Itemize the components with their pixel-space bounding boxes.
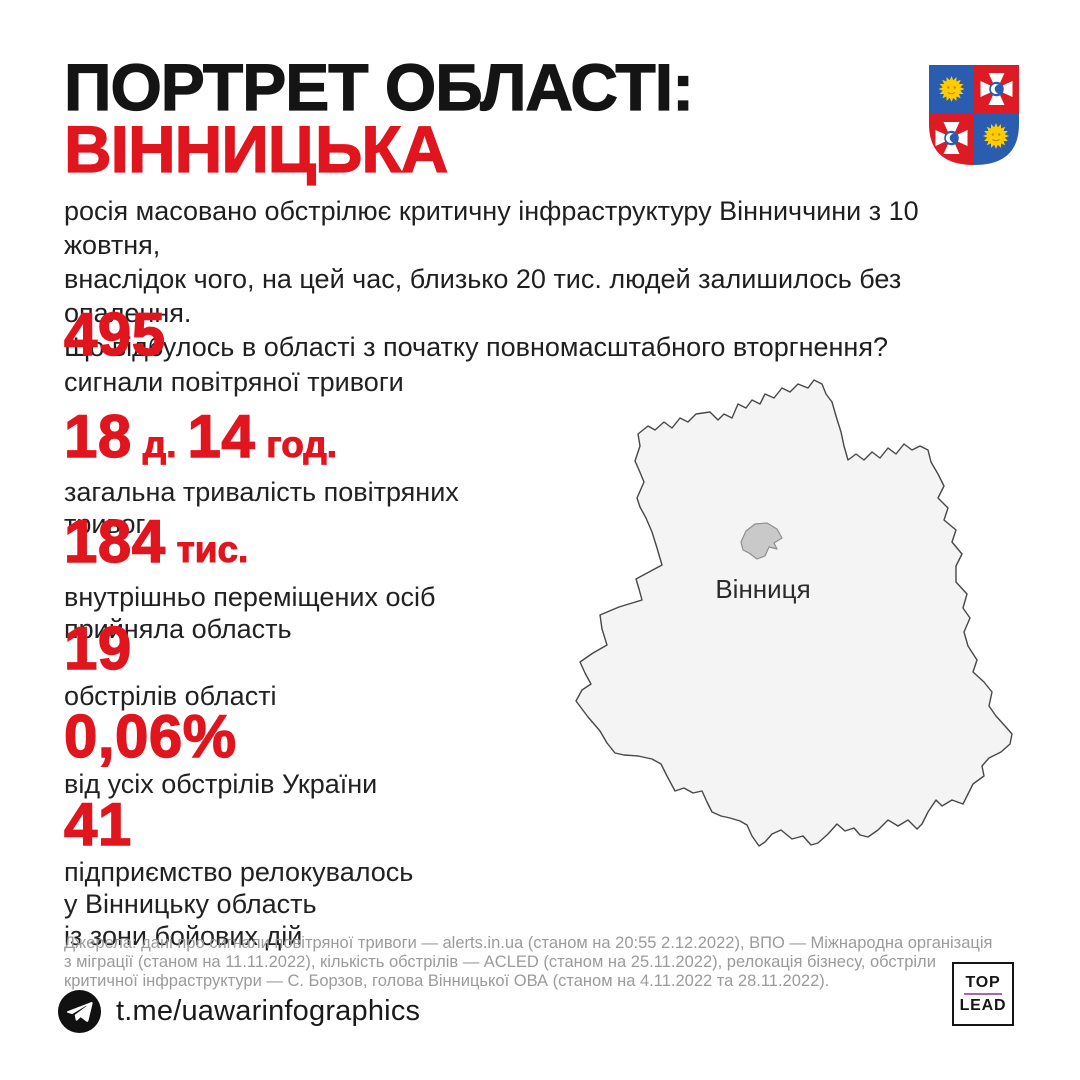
- cross-crescent-icon: [935, 122, 968, 154]
- stat-alert-duration: 18 д. 14 год. загальна тривалість повітр…: [63, 403, 534, 540]
- page-title: ПОРТРЕТ ОБЛАСТІ:: [63, 50, 694, 124]
- stat-relocated-businesses: 41 підприємство релокувалось у Вінницьку…: [63, 791, 534, 952]
- stat-label: внутрішньо переміщених осіб прийняла обл…: [64, 582, 436, 644]
- intro-text: росія масовано обстрілює критичну інфрас…: [64, 196, 919, 362]
- toplead-logo: TOP LEAD: [952, 962, 1014, 1026]
- toplead-logo-top: TOP: [965, 974, 1001, 991]
- stat-unit: д.: [142, 424, 177, 466]
- vinnytsia-oblast-map: Вінниця: [560, 372, 1040, 852]
- stat-value-row: 0,06%: [63, 703, 534, 770]
- stat-value-row: 495: [63, 301, 534, 368]
- page-subtitle-region: ВІННИЦЬКА: [63, 112, 449, 186]
- telegram-icon: [58, 990, 101, 1033]
- stat-value: 184: [63, 508, 166, 575]
- stat-value-row: 19: [63, 615, 534, 682]
- toplead-logo-divider: [964, 993, 1002, 995]
- toplead-logo-lead: LEAD: [959, 997, 1007, 1014]
- stat-value: 0,06%: [63, 703, 237, 770]
- stat-shellings-share: 0,06% від усіх обстрілів України: [63, 703, 534, 800]
- stat-air-raid-alerts: 495 сигнали повітряної тривоги: [63, 301, 534, 398]
- stat-value: 41: [63, 791, 132, 858]
- oblast-outline-shape: [575, 379, 1013, 847]
- stat-value: 19: [63, 615, 132, 682]
- stat-label: підприємство релокувалось у Вінницьку об…: [64, 857, 414, 951]
- stat-label: сигнали повітряної тривоги: [64, 367, 404, 397]
- stat-value: 14: [187, 403, 256, 470]
- telegram-handle[interactable]: t.me/uawarinfographics: [116, 995, 421, 1027]
- oblast-map-svg: [575, 379, 1013, 847]
- stat-unit: тис.: [176, 529, 249, 571]
- sun-icon: [983, 123, 1009, 149]
- stat-unit: год.: [266, 424, 338, 466]
- stat-label: обстрілів області: [64, 681, 277, 711]
- stat-label: від усіх обстрілів України: [64, 769, 378, 799]
- stat-shellings: 19 обстрілів області: [63, 615, 534, 712]
- vinnytsia-coat-of-arms-icon: [929, 65, 1019, 165]
- page-title-block: ПОРТРЕТ ОБЛАСТІ: ВІННИЦЬКА: [63, 50, 694, 186]
- stat-label: загальна тривалість повітряних тривог: [64, 477, 459, 539]
- telegram-link[interactable]: t.me/uawarinfographics: [58, 990, 420, 1033]
- stat-value: 495: [63, 301, 166, 368]
- city-label: Вінниця: [715, 574, 811, 604]
- stat-value-row: 18 д. 14 год.: [63, 403, 534, 470]
- sources-text: Джерела: дані про сигнали повітряної три…: [64, 934, 993, 990]
- stat-value-row: 184 тис.: [63, 508, 534, 575]
- vinnytsia-city-shape: [740, 522, 783, 560]
- cross-crescent-icon: [980, 73, 1013, 105]
- sun-icon: [938, 76, 965, 102]
- stat-value: 18: [63, 403, 132, 470]
- stat-value-row: 41: [63, 791, 534, 858]
- stat-idp-accepted: 184 тис. внутрішньо переміщених осіб при…: [63, 508, 534, 645]
